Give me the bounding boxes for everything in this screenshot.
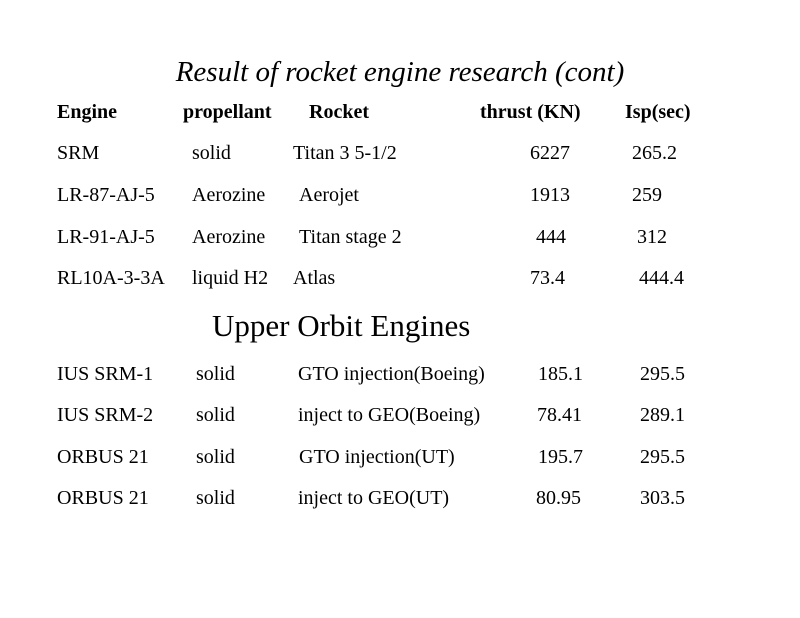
cell-rocket: Titan stage 2 [299, 226, 402, 248]
cell-rocket: GTO injection(UT) [299, 446, 455, 468]
cell-rocket: GTO injection(Boeing) [298, 363, 485, 385]
cell-thrust: 185.1 [538, 363, 583, 385]
cell-isp: 265.2 [632, 142, 677, 164]
cell-propellant: liquid H2 [192, 267, 269, 289]
cell-thrust: 1913 [530, 184, 570, 206]
cell-thrust: 80.95 [536, 487, 581, 509]
cell-isp: 295.5 [640, 446, 685, 468]
cell-engine: ORBUS 21 [57, 446, 149, 468]
cell-rocket: Aerojet [299, 184, 359, 206]
cell-isp: 289.1 [640, 404, 685, 426]
cell-rocket: Titan 3 5-1/2 [293, 142, 397, 164]
header-propellant: propellant [183, 101, 272, 123]
cell-thrust: 195.7 [538, 446, 583, 468]
cell-propellant: Aerozine [192, 226, 266, 248]
cell-engine: IUS SRM-2 [57, 404, 154, 426]
cell-rocket: inject to GEO(UT) [298, 487, 450, 509]
cell-rocket: Atlas [293, 267, 336, 289]
cell-thrust: 73.4 [530, 267, 565, 289]
header-engine: Engine [57, 101, 118, 123]
header-thrust: thrust (KN) [480, 101, 581, 123]
header-isp: Isp(sec) [625, 101, 691, 123]
cell-propellant: Aerozine [192, 184, 266, 206]
cell-thrust: 444 [536, 226, 566, 248]
cell-isp: 295.5 [640, 363, 685, 385]
cell-engine: IUS SRM-1 [57, 363, 154, 385]
cell-propellant: solid [196, 363, 235, 385]
cell-propellant: solid [196, 404, 235, 426]
cell-engine: LR-91-AJ-5 [57, 226, 155, 248]
cell-engine: LR-87-AJ-5 [57, 184, 155, 206]
section-title: Upper Orbit Engines [212, 308, 471, 343]
cell-engine: RL10A-3-3A [57, 267, 165, 289]
header-rocket: Rocket [309, 101, 369, 123]
cell-thrust: 6227 [530, 142, 570, 164]
cell-propellant: solid [192, 142, 231, 164]
cell-engine: ORBUS 21 [57, 487, 149, 509]
cell-propellant: solid [196, 446, 235, 468]
cell-rocket: inject to GEO(Boeing) [298, 404, 481, 426]
cell-isp: 259 [632, 184, 662, 206]
slide-title: Result of rocket engine research (cont) [175, 56, 625, 88]
cell-isp: 303.5 [640, 487, 685, 509]
cell-thrust: 78.41 [537, 404, 582, 426]
cell-engine: SRM [57, 142, 100, 164]
cell-propellant: solid [196, 487, 235, 509]
cell-isp: 312 [637, 226, 667, 248]
cell-isp: 444.4 [639, 267, 684, 289]
